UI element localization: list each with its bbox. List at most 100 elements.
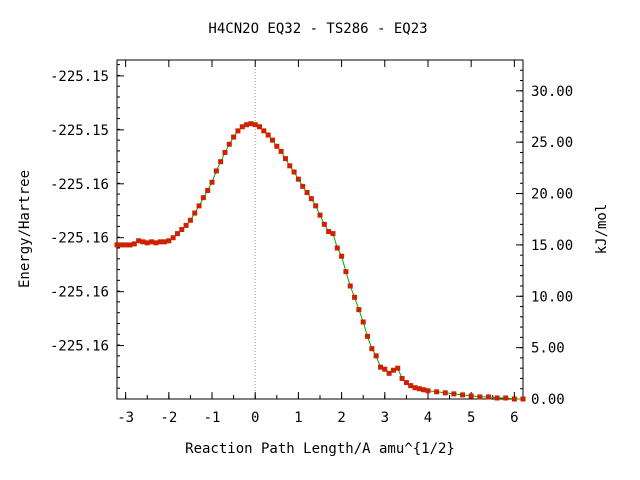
data-point (226, 141, 232, 147)
data-point (377, 364, 383, 370)
data-point (170, 235, 176, 241)
data-series (114, 121, 526, 402)
data-point (334, 245, 340, 251)
data-point (192, 210, 198, 216)
series-line (117, 123, 523, 400)
x-tick-label: 4 (424, 410, 432, 426)
data-point (287, 163, 293, 169)
chart-title: H4CN2O EQ32 - TS286 - EQ23 (208, 21, 427, 37)
data-point (503, 395, 509, 401)
y-left-tick-label: -225.16 (50, 339, 109, 355)
data-point (308, 196, 314, 202)
data-point (421, 387, 427, 393)
data-point (365, 333, 371, 339)
data-point (209, 179, 215, 185)
data-point (187, 217, 193, 223)
data-point (174, 231, 180, 237)
data-point (127, 242, 133, 248)
data-point (339, 253, 345, 259)
data-point (382, 366, 388, 372)
y-left-tick-label: -225.15 (50, 123, 109, 139)
data-point (114, 242, 120, 248)
x-tick-label: -2 (160, 410, 177, 426)
data-point (231, 134, 237, 140)
data-point (412, 385, 418, 391)
data-point (373, 353, 379, 359)
y-right-tick-label: 15.00 (531, 238, 573, 254)
data-point (205, 187, 211, 193)
data-point (200, 195, 206, 201)
data-point (442, 390, 448, 396)
data-point (118, 242, 124, 248)
x-tick-label: 3 (381, 410, 389, 426)
data-point (149, 239, 155, 245)
x-tick-label: 1 (294, 410, 302, 426)
y-left-tick-label: -225.16 (50, 177, 109, 193)
y-right-tick-label: 30.00 (531, 84, 573, 100)
data-point (451, 391, 457, 397)
data-point (494, 395, 500, 401)
data-point (222, 149, 228, 155)
y-right-tick-label: 0.00 (531, 392, 565, 408)
data-point (520, 396, 526, 402)
y-axis-label-right: kJ/mol (594, 204, 610, 255)
plot-frame (116, 59, 524, 400)
data-point (123, 242, 129, 248)
data-point (477, 394, 483, 400)
data-point (300, 183, 306, 189)
data-point (274, 143, 280, 149)
data-point (162, 239, 168, 245)
data-point (360, 319, 366, 325)
data-point (157, 239, 163, 245)
data-point (196, 203, 202, 209)
data-point (282, 156, 288, 162)
data-point (313, 203, 319, 209)
data-point (213, 168, 219, 174)
data-point (144, 240, 150, 246)
data-point (153, 240, 159, 246)
y-right-tick-label: 5.00 (531, 341, 565, 357)
x-tick-label: 0 (251, 410, 259, 426)
data-point (352, 294, 358, 300)
data-point (434, 389, 440, 395)
data-point (265, 132, 271, 138)
data-point (317, 212, 323, 218)
data-point (248, 121, 254, 127)
data-point (369, 346, 375, 352)
data-point (257, 124, 263, 130)
data-point (166, 238, 172, 244)
data-point (460, 392, 466, 398)
data-point (252, 122, 258, 128)
data-point (468, 393, 474, 399)
data-point (140, 239, 146, 245)
x-tick-label: -3 (117, 410, 134, 426)
data-point (321, 221, 327, 227)
y-right-tick-label: 25.00 (531, 135, 573, 151)
data-point (347, 283, 353, 289)
data-point (235, 128, 241, 134)
data-point (183, 222, 189, 228)
x-tick-label: 6 (510, 410, 518, 426)
data-point (395, 365, 401, 371)
data-point (356, 307, 362, 313)
data-point (485, 394, 491, 400)
data-point (416, 386, 422, 392)
data-point (330, 231, 336, 237)
data-point (291, 169, 297, 175)
data-point (179, 227, 185, 232)
x-tick-label: 2 (337, 410, 345, 426)
y-axis-label-left: Energy/Hartree (17, 170, 33, 288)
data-point (261, 128, 267, 134)
data-point (244, 122, 250, 128)
data-point (239, 124, 245, 130)
data-point (403, 380, 409, 386)
data-point (304, 190, 310, 196)
data-point (511, 396, 517, 402)
y-left-tick-label: -225.16 (50, 231, 109, 247)
y-left-tick-label: -225.15 (50, 69, 109, 85)
data-point (408, 383, 414, 389)
x-axis-label: Reaction Path Length/A amu^{1/2} (185, 441, 455, 457)
data-point (218, 159, 224, 165)
x-tick-label: -1 (204, 410, 221, 426)
